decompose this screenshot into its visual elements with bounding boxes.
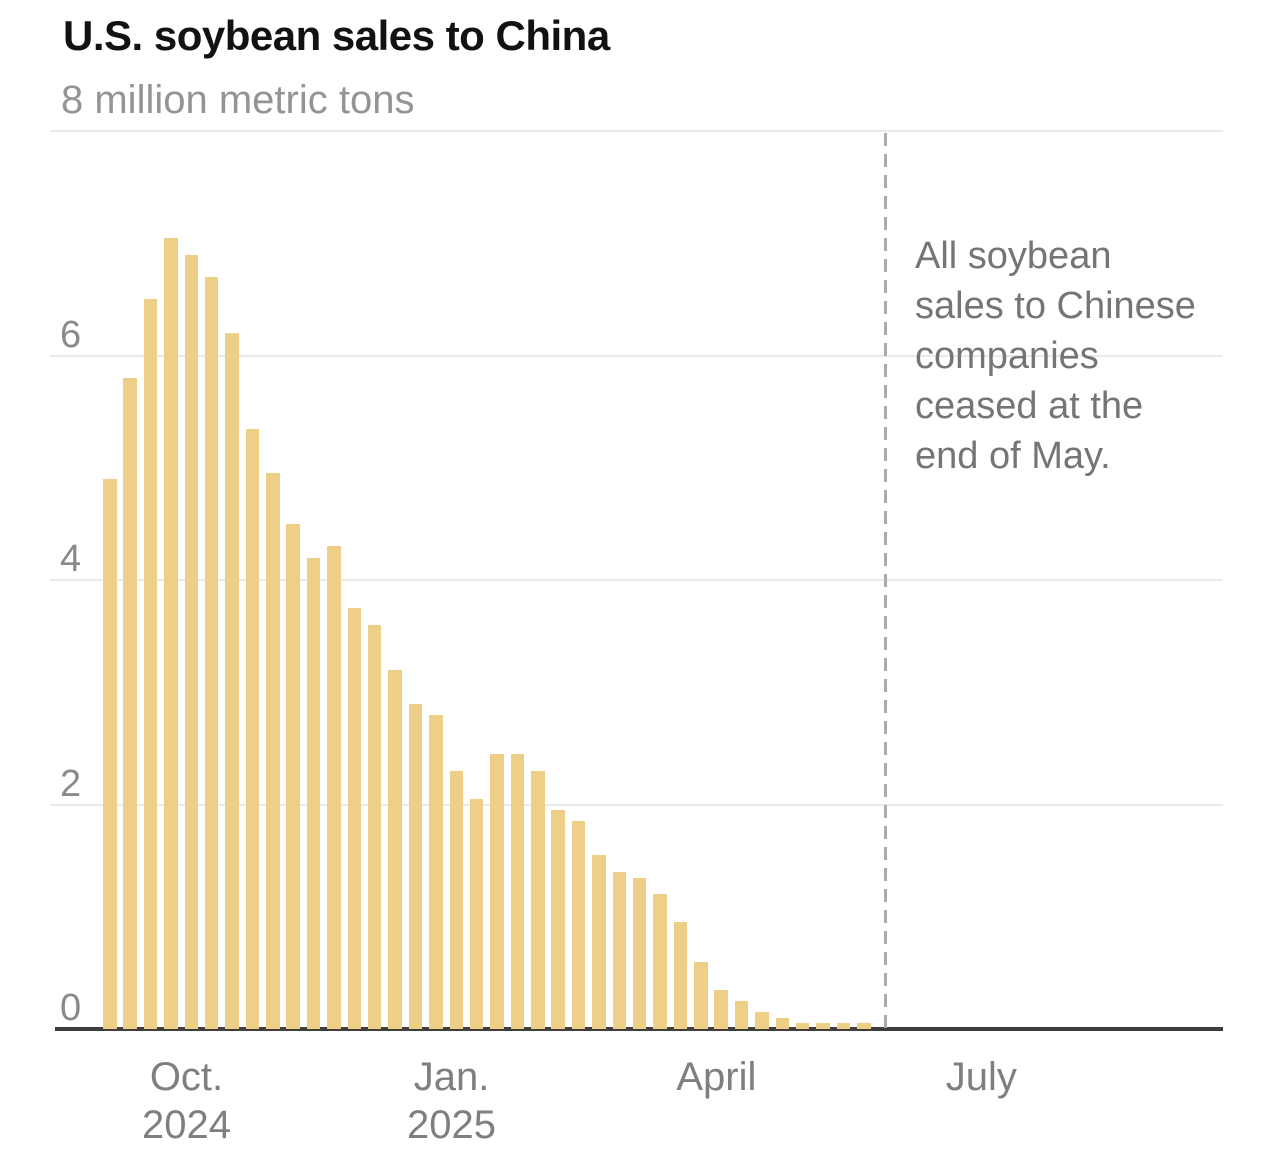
bar	[775, 1017, 789, 1029]
x-axis-label: Oct. 2024	[142, 1055, 231, 1147]
gridline	[50, 579, 1223, 581]
bar	[734, 1000, 749, 1029]
bar	[469, 798, 484, 1029]
bar	[225, 333, 239, 1029]
bar	[632, 877, 647, 1029]
bar	[795, 1023, 810, 1029]
bar	[531, 770, 545, 1029]
bar	[429, 714, 443, 1029]
x-axis-label: April	[676, 1055, 757, 1099]
cutoff-line	[883, 133, 887, 1029]
bar	[306, 557, 321, 1029]
bar	[571, 821, 586, 1029]
gridline	[50, 130, 1223, 132]
bar	[184, 254, 198, 1029]
x-axis-label: July	[945, 1055, 1017, 1099]
bar	[510, 754, 525, 1029]
annotation: All soybean sales to Chinese companies c…	[915, 235, 1196, 477]
bar	[327, 546, 341, 1029]
bar	[836, 1023, 851, 1029]
bar	[755, 1012, 769, 1029]
bar	[388, 669, 402, 1029]
y-axis-label: 0	[60, 987, 82, 1029]
bar	[143, 299, 158, 1029]
bar	[551, 810, 565, 1029]
bar	[103, 479, 117, 1029]
bar	[694, 961, 708, 1029]
bar	[612, 871, 626, 1029]
bar	[408, 703, 423, 1029]
gridline	[50, 354, 1223, 357]
bar	[347, 608, 362, 1029]
bar	[367, 624, 382, 1029]
bar	[266, 473, 280, 1029]
gridline	[50, 803, 1223, 806]
bar	[204, 276, 219, 1029]
bar	[245, 428, 260, 1029]
y-axis-label: 4	[60, 538, 82, 580]
bar	[490, 754, 504, 1029]
y-axis-label: 6	[60, 313, 82, 356]
bar	[673, 922, 688, 1029]
chart-subtitle: 8 million metric tons	[61, 78, 415, 122]
bar	[449, 770, 463, 1029]
bar	[816, 1023, 830, 1029]
bar	[164, 237, 178, 1029]
x-axis-label: Jan. 2025	[407, 1055, 496, 1147]
bar	[592, 855, 606, 1029]
bar	[653, 894, 667, 1029]
bar	[123, 378, 137, 1029]
bar	[286, 523, 300, 1029]
page-title: U.S. soybean sales to China	[63, 12, 610, 59]
bar	[857, 1023, 871, 1029]
x-axis-line	[55, 1027, 1223, 1031]
bar	[714, 989, 728, 1029]
y-axis-label: 2	[60, 762, 82, 805]
